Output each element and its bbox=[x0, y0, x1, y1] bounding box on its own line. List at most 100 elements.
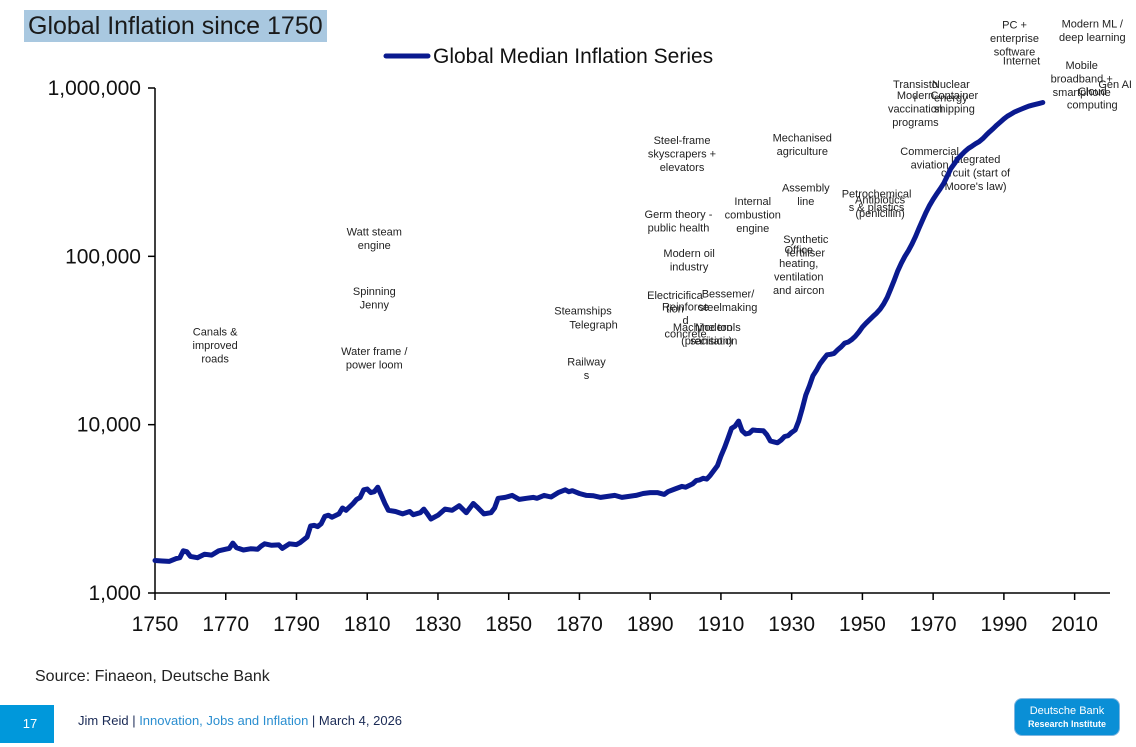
x-tick-label: 1930 bbox=[768, 613, 815, 636]
annotation-label: s bbox=[584, 370, 590, 382]
annotation-label: software bbox=[994, 47, 1036, 59]
annotation-label: Antibiotics bbox=[855, 195, 906, 207]
annotation-label: tion bbox=[666, 303, 684, 315]
y-tick-label: 1,000,000 bbox=[48, 77, 141, 100]
logo-line-2: Research Institute bbox=[1027, 719, 1107, 729]
x-tick-label: 1870 bbox=[556, 613, 603, 636]
annotation-label: deep learning bbox=[1059, 32, 1126, 44]
annotation-label: sanitation bbox=[690, 335, 737, 347]
annotation-label: ventilation bbox=[774, 272, 824, 284]
footer-deck-title: Innovation, Jobs and Inflation bbox=[139, 713, 309, 728]
annotation-label: Mechanised bbox=[773, 133, 832, 145]
y-tick-label: 1,000 bbox=[88, 582, 141, 605]
annotation-label: shipping bbox=[934, 103, 975, 115]
annotation-label: Modern bbox=[897, 90, 934, 102]
x-tick-label: 1810 bbox=[344, 613, 391, 636]
x-tick-label: 1950 bbox=[839, 613, 886, 636]
annotation-label: circuit (start of bbox=[941, 168, 1011, 180]
page-number: 17 bbox=[22, 716, 38, 731]
annotation-label: and aircon bbox=[773, 285, 824, 297]
x-tick-label: 1750 bbox=[132, 613, 179, 636]
annotation-label: Steamships bbox=[554, 305, 612, 317]
y-tick-label: 10,000 bbox=[77, 414, 141, 437]
y-axis-ticks: 1,000 10,000 100,000 1,000,000 bbox=[48, 77, 155, 605]
annotation-label: Electricifica bbox=[647, 290, 704, 302]
footer-author: Jim Reid bbox=[78, 713, 129, 728]
annotation-label: Internal bbox=[734, 196, 771, 208]
annotation-label: engine bbox=[736, 223, 769, 235]
page-number-bar bbox=[0, 705, 54, 743]
annotation-label: Spinning bbox=[353, 286, 396, 298]
annotation-label: Moore's law) bbox=[945, 181, 1007, 193]
annotation-label: roads bbox=[201, 354, 229, 366]
annotation-label: Internet bbox=[1003, 55, 1040, 67]
footer-separator: | bbox=[308, 713, 319, 728]
x-tick-label: 1830 bbox=[415, 613, 462, 636]
annotation-label: vaccination bbox=[888, 103, 943, 115]
annotation-label: Canals & bbox=[193, 327, 238, 339]
x-tick-label: 1770 bbox=[202, 613, 249, 636]
chart-series bbox=[152, 100, 1046, 564]
annotation-label: s & plastics bbox=[849, 202, 905, 214]
legend-label: Global Median Inflation Series bbox=[433, 45, 713, 68]
annotation-label: programs bbox=[892, 117, 939, 129]
x-tick-label: 1850 bbox=[485, 613, 532, 636]
annotation-label: enterprise bbox=[990, 33, 1039, 45]
annotation-label: r bbox=[914, 93, 918, 105]
annotation-label: PC + bbox=[1002, 20, 1027, 32]
annotation-label: Commercial bbox=[900, 146, 959, 158]
x-tick-label: 1990 bbox=[981, 613, 1028, 636]
annotation-label: Water frame / bbox=[341, 346, 408, 358]
annotation-label: computing bbox=[1067, 100, 1118, 112]
annotation-label: Assembly bbox=[782, 183, 830, 195]
annotation-label: smartphone bbox=[1053, 87, 1111, 99]
annotation-label: combustion bbox=[725, 209, 781, 221]
annotation-label: Transisto bbox=[893, 79, 938, 91]
annotation-label: energy bbox=[934, 93, 968, 105]
annotation-label: heating, bbox=[779, 258, 818, 270]
annotation-label: power loom bbox=[346, 359, 403, 371]
annotation-label: fertiliser bbox=[787, 247, 826, 259]
annotation-label: Machine tools bbox=[673, 322, 741, 334]
annotation-label: (penicillin) bbox=[855, 208, 905, 220]
annotation-label: Modern ML / bbox=[1062, 18, 1124, 30]
annotation-label: Synthetic bbox=[783, 234, 829, 246]
annotation-label: skyscrapers + bbox=[648, 149, 716, 161]
annotation-label: Office bbox=[784, 245, 813, 257]
annotation-label: Watt steam bbox=[347, 227, 402, 239]
x-tick-label: 1890 bbox=[627, 613, 674, 636]
annotation-label: Telegraph bbox=[569, 320, 617, 332]
chart-legend: Global Median Inflation Series bbox=[383, 45, 713, 68]
annotation-label: broadband + bbox=[1051, 74, 1113, 86]
annotation-label: Germ theory - bbox=[645, 209, 713, 221]
annotation-label: Jenny bbox=[360, 300, 390, 312]
footer-separator: | bbox=[128, 713, 140, 728]
footer-date: March 4, 2026 bbox=[318, 713, 403, 728]
deutsche-bank-logo: Deutsche Bank Research Institute bbox=[1014, 698, 1120, 736]
annotation-label: steelmaking bbox=[699, 302, 758, 314]
annotation-label: Mobile bbox=[1066, 60, 1098, 72]
footer: Jim Reid | Innovation, Jobs and Inflatio… bbox=[78, 713, 402, 728]
annotation-label: concrete bbox=[664, 329, 706, 341]
chart-axes bbox=[154, 88, 1110, 594]
annotation-label: Modern bbox=[695, 322, 732, 334]
annotation-label: engine bbox=[358, 240, 391, 252]
annotation-label: elevators bbox=[660, 162, 705, 174]
annotation-label: d bbox=[682, 315, 688, 327]
annotation-label: industry bbox=[670, 262, 709, 274]
logo-line-1: Deutsche Bank bbox=[1029, 705, 1105, 717]
source-note: Source: Finaeon, Deutsche Bank bbox=[35, 668, 270, 685]
series-line bbox=[152, 100, 1046, 564]
chart-title: Global Inflation since 1750 bbox=[24, 10, 327, 42]
x-tick-label: 1790 bbox=[273, 613, 320, 636]
annotation-label: (precision) bbox=[681, 335, 732, 347]
x-axis-ticks: 1750 1770 1790 1810 1830 1850 1870 1890 1910 1930… bbox=[132, 593, 1098, 636]
annotation-label: line bbox=[797, 196, 814, 208]
annotation-label: Bessemer/ bbox=[702, 289, 756, 301]
x-tick-label: 1970 bbox=[910, 613, 957, 636]
annotation-label: Gen AI bbox=[1098, 79, 1132, 91]
annotation-label: Modern oil bbox=[663, 248, 714, 260]
x-tick-label: 1910 bbox=[698, 613, 745, 636]
